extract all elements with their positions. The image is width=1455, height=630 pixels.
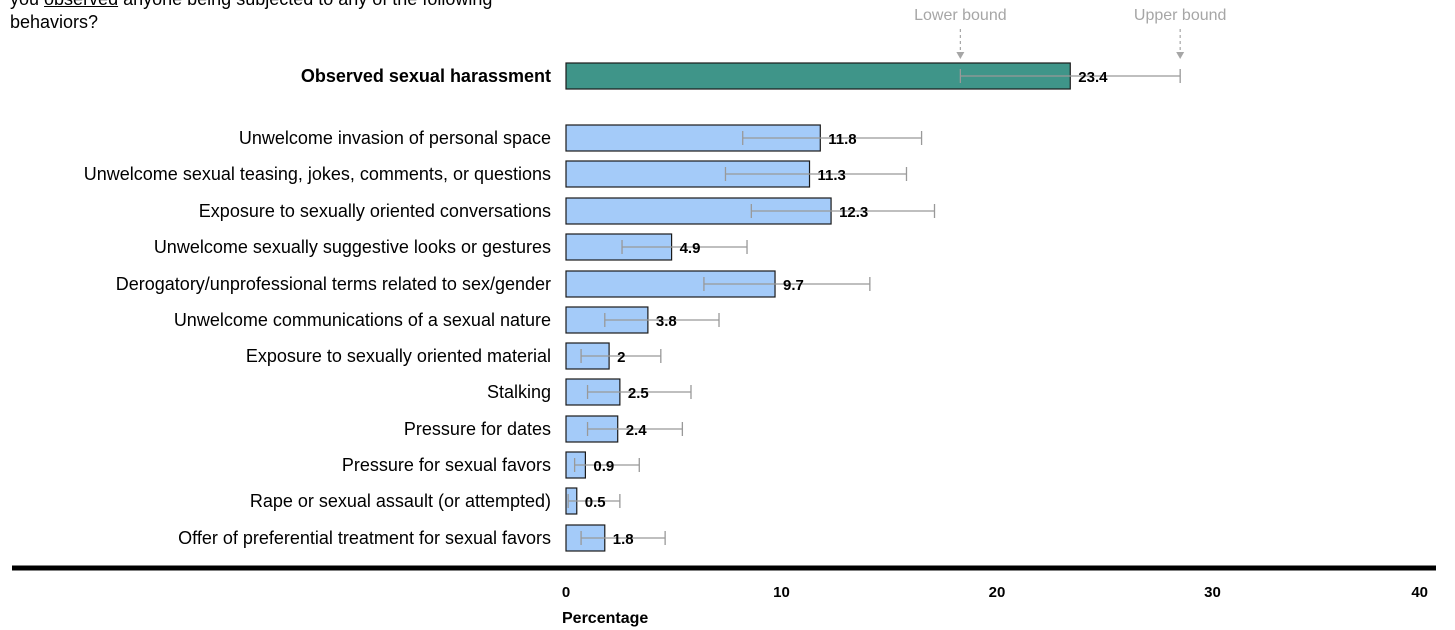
- value-label: 12.3: [839, 204, 868, 221]
- value-label: 3.8: [656, 313, 677, 330]
- value-label: 11.8: [828, 131, 856, 148]
- category-label: Pressure for sexual favors: [342, 455, 551, 475]
- value-label: 0.5: [585, 494, 606, 511]
- value-label: 11.3: [818, 167, 846, 184]
- value-label: 4.9: [680, 240, 701, 257]
- x-tick-label: 40: [1411, 584, 1428, 601]
- category-label: Stalking: [487, 382, 551, 402]
- question-line-3: behaviors?: [10, 12, 99, 32]
- value-label: 0.9: [593, 458, 614, 475]
- x-tick-label: 0: [562, 584, 570, 601]
- category-label: Unwelcome sexual teasing, jokes, comment…: [84, 164, 551, 184]
- category-label: Exposure to sexually oriented conversati…: [199, 201, 551, 221]
- legend-lower-arrow-icon: [956, 52, 965, 59]
- x-tick-label: 20: [989, 584, 1006, 601]
- category-label: Derogatory/unprofessional terms related …: [116, 274, 551, 294]
- value-label: 2.5: [628, 385, 649, 402]
- x-tick-label: 30: [1204, 584, 1221, 601]
- value-label: 9.7: [783, 277, 804, 294]
- category-label: Pressure for dates: [404, 419, 551, 439]
- value-label: 1.8: [613, 531, 634, 548]
- category-label: Exposure to sexually oriented material: [246, 346, 551, 366]
- category-label: Unwelcome communications of a sexual nat…: [174, 310, 551, 330]
- category-label: Rape or sexual assault (or attempted): [250, 491, 551, 511]
- question-prefix: you: [10, 0, 44, 9]
- value-label: 23.4: [1078, 69, 1108, 86]
- category-label: Offer of preferential treatment for sexu…: [178, 528, 551, 548]
- survey-question: you observed anyone being subjected to a…: [10, 0, 590, 34]
- category-label: Unwelcome sexually suggestive looks or g…: [154, 237, 551, 257]
- question-line-2: you observed anyone being subjected to a…: [10, 0, 590, 11]
- question-suffix: anyone being subjected to any of the fol…: [118, 0, 492, 9]
- legend-upper-bound-label: Upper bound: [1134, 7, 1227, 24]
- category-label: Unwelcome invasion of personal space: [239, 128, 551, 148]
- value-label: 2: [617, 349, 625, 366]
- x-tick-label: 10: [773, 584, 790, 601]
- question-underlined-word: observed: [44, 0, 118, 9]
- category-label: Observed sexual harassment: [301, 66, 551, 86]
- x-axis-title: Percentage: [562, 610, 648, 627]
- value-label: 2.4: [626, 422, 648, 439]
- legend-upper-arrow-icon: [1176, 52, 1185, 59]
- legend-lower-bound-label: Lower bound: [914, 7, 1007, 24]
